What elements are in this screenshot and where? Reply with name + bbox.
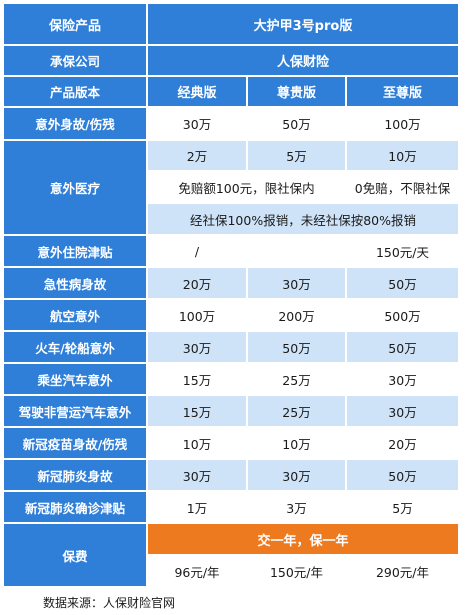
row-label: 火车/轮船意外 xyxy=(3,331,147,363)
row-value: 50万 xyxy=(247,331,346,363)
medical-amount: 5万 xyxy=(247,140,346,171)
row-label: 急性病身故 xyxy=(3,267,147,299)
row-label: 新冠肺炎确诊津贴 xyxy=(3,491,147,523)
version-name: 至尊版 xyxy=(346,76,459,107)
product-name: 大护甲3号pro版 xyxy=(147,3,459,45)
premium-value: 150元/年 xyxy=(247,555,346,587)
row-value: 30万 xyxy=(346,395,459,427)
comparison-table: 保险产品 大护甲3号pro版 承保公司 人保财险 产品版本 经典版 尊贵版 至尊版意外身故/伤… xyxy=(3,3,459,587)
medical-label: 意外医疗 xyxy=(3,140,147,235)
company-label: 承保公司 xyxy=(3,45,147,76)
premium-term: 交一年，保一年 xyxy=(147,523,459,555)
company-value: 人保财险 xyxy=(147,45,459,76)
row-value: 150元/天 xyxy=(346,235,459,267)
row-value: 30万 xyxy=(147,331,247,363)
row-label: 新冠疫苗身故/伤残 xyxy=(3,427,147,459)
product-label: 保险产品 xyxy=(3,3,147,45)
row-value: 100万 xyxy=(147,299,247,331)
medical-reimburse: 经社保100%报销，未经社保按80%报销 xyxy=(147,203,459,235)
row-value xyxy=(247,235,346,267)
medical-deductible: 免赔额100元，限社保内 xyxy=(147,171,346,203)
version-name: 经典版 xyxy=(147,76,247,107)
row-value: 30万 xyxy=(147,459,247,491)
row-value: 100万 xyxy=(346,107,459,140)
row-label: 意外住院津贴 xyxy=(3,235,147,267)
row-value: 1万 xyxy=(147,491,247,523)
medical-deductible: 0免赔，不限社保 xyxy=(346,171,459,203)
medical-amount: 10万 xyxy=(346,140,459,171)
row-value: 50万 xyxy=(346,267,459,299)
row-value: / xyxy=(147,235,247,267)
medical-amount: 2万 xyxy=(147,140,247,171)
row-value: 10万 xyxy=(247,427,346,459)
row-value: 30万 xyxy=(147,107,247,140)
row-value: 50万 xyxy=(346,459,459,491)
row-value: 50万 xyxy=(247,107,346,140)
row-value: 25万 xyxy=(247,363,346,395)
row-value: 20万 xyxy=(147,267,247,299)
row-value: 10万 xyxy=(147,427,247,459)
row-label: 驾驶非营运汽车意外 xyxy=(3,395,147,427)
premium-value: 96元/年 xyxy=(147,555,247,587)
row-value: 30万 xyxy=(247,267,346,299)
row-value: 50万 xyxy=(346,331,459,363)
premium-label: 保费 xyxy=(3,523,147,587)
row-label: 乘坐汽车意外 xyxy=(3,363,147,395)
row-value: 3万 xyxy=(247,491,346,523)
row-value: 500万 xyxy=(346,299,459,331)
row-value: 200万 xyxy=(247,299,346,331)
data-source-note: 数据来源：人保财险官网 xyxy=(43,596,176,610)
row-label: 意外身故/伤残 xyxy=(3,107,147,140)
row-value: 5万 xyxy=(346,491,459,523)
row-label: 新冠肺炎身故 xyxy=(3,459,147,491)
version-name: 尊贵版 xyxy=(247,76,346,107)
row-value: 30万 xyxy=(247,459,346,491)
row-value: 15万 xyxy=(147,395,247,427)
premium-value: 290元/年 xyxy=(346,555,459,587)
row-value: 15万 xyxy=(147,363,247,395)
row-value: 20万 xyxy=(346,427,459,459)
version-label: 产品版本 xyxy=(3,76,147,107)
row-value: 30万 xyxy=(346,363,459,395)
row-value: 25万 xyxy=(247,395,346,427)
row-label: 航空意外 xyxy=(3,299,147,331)
